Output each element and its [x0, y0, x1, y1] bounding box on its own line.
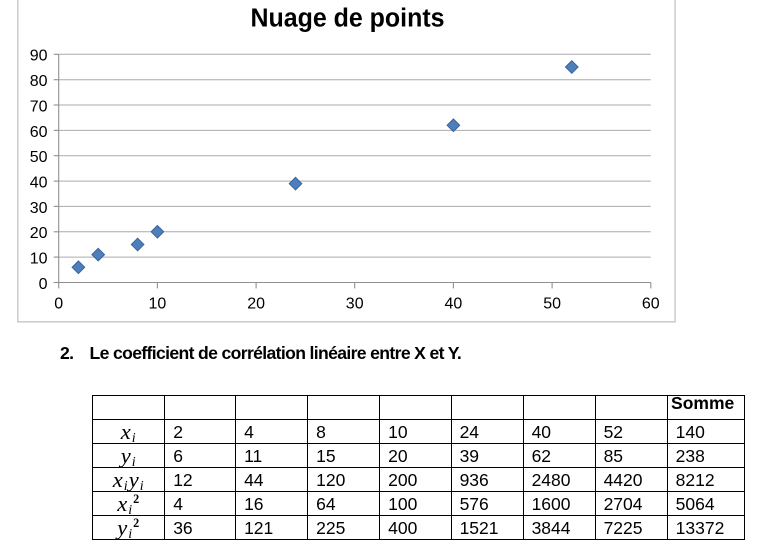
svg-text:60: 60 [642, 296, 660, 313]
svg-text:10: 10 [30, 251, 48, 268]
svg-text:10: 10 [149, 296, 167, 313]
svg-text:80: 80 [30, 73, 48, 90]
svg-text:Nuage de points: Nuage de points [251, 3, 445, 33]
svg-text:30: 30 [30, 200, 48, 217]
svg-text:70: 70 [30, 98, 48, 115]
svg-text:90: 90 [30, 48, 48, 65]
svg-text:40: 40 [445, 296, 463, 313]
svg-text:60: 60 [30, 124, 48, 141]
svg-text:30: 30 [346, 296, 364, 313]
svg-text:20: 20 [247, 296, 265, 313]
svg-text:50: 50 [543, 296, 561, 313]
svg-text:0: 0 [39, 276, 48, 293]
svg-text:20: 20 [30, 225, 48, 242]
svg-text:0: 0 [54, 296, 63, 313]
svg-text:40: 40 [30, 175, 48, 192]
svg-text:50: 50 [30, 149, 48, 166]
